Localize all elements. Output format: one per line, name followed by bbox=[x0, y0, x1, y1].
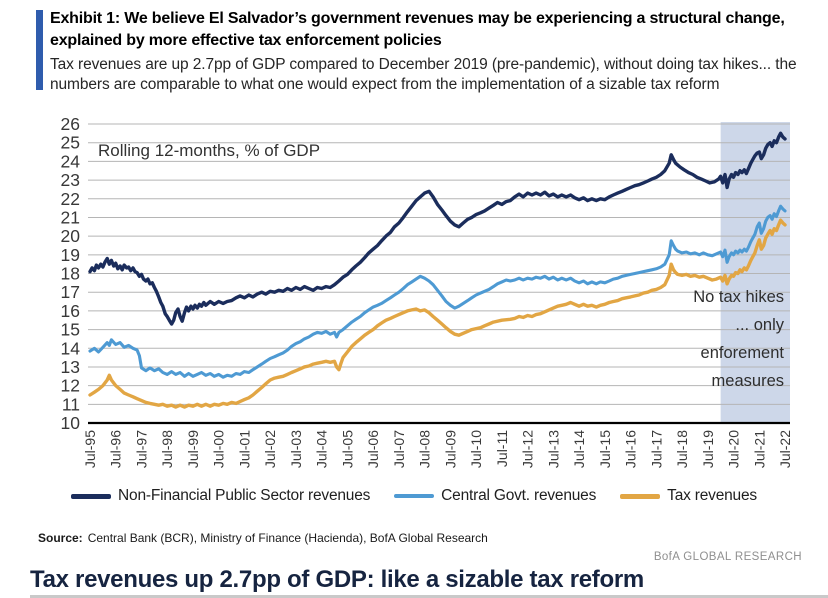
legend-swatch bbox=[620, 493, 661, 499]
no-tax-hikes-highlight-region bbox=[720, 122, 790, 423]
brand-research-label: BofA GLOBAL RESEARCH bbox=[653, 551, 802, 563]
x-tick-label: Jul-20 bbox=[726, 430, 742, 468]
x-tick-label: Jul-95 bbox=[82, 430, 98, 468]
legend-label: Non-Financial Public Sector revenues bbox=[118, 487, 371, 504]
x-tick-label: Jul-16 bbox=[623, 430, 639, 468]
source-text: Central Bank (BCR), Ministry of Finance … bbox=[87, 531, 488, 545]
unit-label: Rolling 12-months, % of GDP bbox=[98, 141, 320, 160]
chart-legend: Non-Financial Public Sector revenues Cent… bbox=[0, 487, 828, 505]
y-tick-label: 25 bbox=[61, 133, 80, 153]
x-tick-label: Jul-03 bbox=[288, 430, 304, 468]
x-tick-label: Jul-98 bbox=[159, 430, 175, 468]
source-label: Source: bbox=[38, 531, 83, 545]
y-tick-label: 23 bbox=[61, 170, 80, 190]
y-tick-label: 14 bbox=[61, 338, 81, 358]
x-tick-label: Jul-09 bbox=[442, 430, 458, 468]
legend-item-nfps: Non-Financial Public Sector revenues bbox=[71, 487, 370, 505]
annotation-line: measures bbox=[712, 372, 784, 390]
legend-item-central-govt: Central Govt. revenues bbox=[394, 487, 596, 505]
y-tick-label: 13 bbox=[61, 357, 80, 377]
x-tick-label: Jul-13 bbox=[545, 430, 561, 468]
bottom-divider bbox=[30, 595, 828, 598]
x-tick-label: Jul-19 bbox=[700, 430, 716, 468]
x-tick-label: Jul-14 bbox=[571, 430, 587, 468]
annotation-line: No tax hikes bbox=[693, 288, 784, 306]
source-line: Source: Central Bank (BCR), Ministry of F… bbox=[38, 531, 488, 545]
x-tick-label: Jul-17 bbox=[648, 430, 664, 468]
x-tick-label: Jul-10 bbox=[468, 430, 484, 468]
x-tick-label: Jul-97 bbox=[134, 430, 150, 468]
x-tick-label: Jul-15 bbox=[597, 430, 613, 468]
exhibit-subtitle: Tax revenues are up 2.7pp of GDP compare… bbox=[50, 56, 797, 94]
article-headline: Tax revenues up 2.7pp of GDP: like a siz… bbox=[30, 566, 644, 593]
annotation-line: ... only bbox=[735, 316, 784, 334]
series-line-tax bbox=[88, 218, 787, 409]
y-tick-label: 15 bbox=[61, 320, 80, 340]
x-tick-label: Jul-05 bbox=[339, 430, 355, 468]
revenue-line-chart: 2625242322212019181716151413121110Jul-95… bbox=[61, 114, 793, 468]
y-tick-label: 12 bbox=[61, 376, 80, 396]
legend-swatch bbox=[71, 493, 112, 499]
y-tick-label: 17 bbox=[61, 282, 80, 302]
x-tick-label: Jul-22 bbox=[777, 430, 793, 468]
x-tick-label: Jul-99 bbox=[185, 430, 201, 468]
series-line-central-govt bbox=[88, 204, 787, 379]
annotation-line: enforement bbox=[701, 344, 785, 362]
x-tick-label: Jul-01 bbox=[236, 430, 252, 468]
y-tick-label: 10 bbox=[61, 413, 81, 433]
y-tick-label: 24 bbox=[61, 151, 81, 171]
y-tick-label: 11 bbox=[62, 394, 80, 414]
legend-label: Tax revenues bbox=[667, 487, 757, 504]
x-tick-label: Jul-21 bbox=[751, 430, 767, 468]
x-tick-label: Jul-02 bbox=[262, 430, 278, 468]
x-tick-label: Jul-08 bbox=[417, 430, 433, 468]
legend-label: Central Govt. revenues bbox=[441, 487, 597, 504]
legend-item-tax: Tax revenues bbox=[620, 487, 757, 505]
exhibit-accent-bar bbox=[36, 10, 43, 90]
x-tick-label: Jul-00 bbox=[211, 430, 227, 468]
x-tick-label: Jul-12 bbox=[520, 430, 536, 468]
y-tick-label: 20 bbox=[61, 226, 81, 246]
y-tick-label: 26 bbox=[61, 114, 80, 134]
legend-swatch bbox=[394, 494, 435, 498]
y-tick-label: 16 bbox=[61, 301, 80, 321]
y-tick-label: 21 bbox=[61, 207, 80, 227]
x-tick-label: Jul-04 bbox=[314, 430, 330, 468]
series-line-nfps bbox=[88, 131, 787, 326]
x-tick-label: Jul-96 bbox=[108, 430, 124, 468]
x-tick-label: Jul-06 bbox=[365, 430, 381, 468]
x-tick-label: Jul-11 bbox=[494, 430, 510, 467]
y-tick-label: 19 bbox=[61, 245, 80, 265]
y-tick-label: 18 bbox=[61, 264, 80, 284]
y-tick-label: 22 bbox=[61, 189, 80, 209]
x-tick-label: Jul-18 bbox=[674, 430, 690, 468]
exhibit-title: Exhibit 1: We believe El Salvador’s gove… bbox=[50, 10, 785, 50]
x-tick-label: Jul-07 bbox=[391, 430, 407, 468]
